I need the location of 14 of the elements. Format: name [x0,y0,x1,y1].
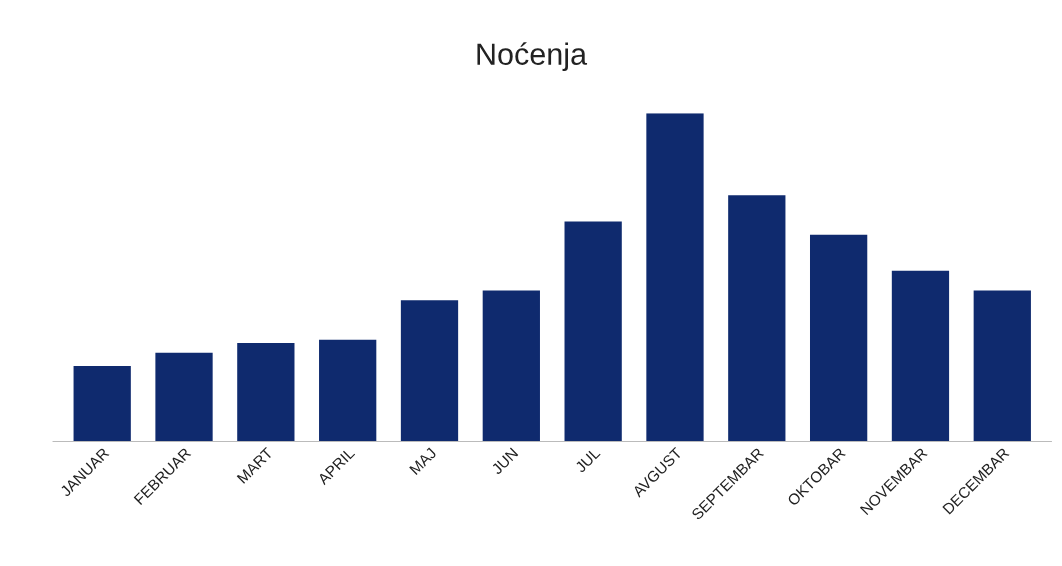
chart-title: Noćenja [477,42,588,72]
bar [809,234,868,442]
bar [73,365,131,442]
bar [482,290,540,442]
bar [973,290,1031,442]
x-tick-label: JUL [574,447,601,474]
bar [155,352,213,442]
bar [319,339,377,442]
bar [728,195,786,442]
bar [891,270,950,442]
bar [237,343,295,442]
bar [646,113,704,442]
bar [400,300,459,442]
bar [564,221,622,442]
